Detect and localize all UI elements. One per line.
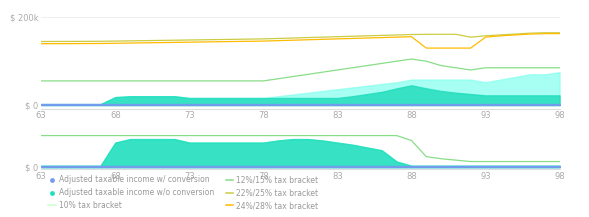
Legend: Adjusted taxable income w/ conversion, Adjusted taxable income w/o conversion, 1: Adjusted taxable income w/ conversion, A… xyxy=(45,173,322,213)
